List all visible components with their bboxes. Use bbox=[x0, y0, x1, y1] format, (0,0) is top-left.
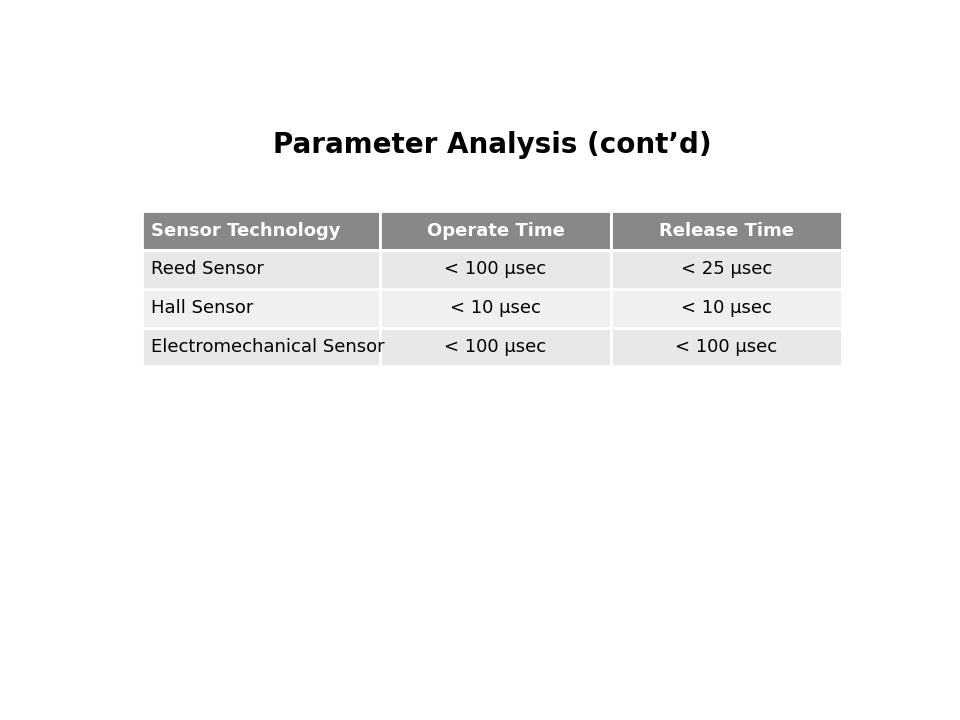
Bar bbox=[142, 328, 380, 366]
Text: Parameter Analysis (cont’d): Parameter Analysis (cont’d) bbox=[273, 130, 711, 158]
Text: Sensor Technology: Sensor Technology bbox=[152, 222, 341, 240]
Bar bbox=[380, 289, 611, 328]
Bar bbox=[380, 328, 611, 366]
Text: < 100 μsec: < 100 μsec bbox=[444, 338, 546, 356]
Bar bbox=[142, 289, 380, 328]
Bar bbox=[611, 211, 842, 250]
Bar bbox=[611, 250, 842, 289]
Text: < 100 μsec: < 100 μsec bbox=[675, 338, 778, 356]
Bar bbox=[611, 328, 842, 366]
Text: < 10 μsec: < 10 μsec bbox=[681, 300, 772, 317]
Text: < 10 μsec: < 10 μsec bbox=[450, 300, 540, 317]
Bar bbox=[380, 250, 611, 289]
Text: Electromechanical Sensor: Electromechanical Sensor bbox=[152, 338, 385, 356]
Text: Release Time: Release Time bbox=[659, 222, 794, 240]
Bar bbox=[142, 211, 380, 250]
Text: Operate Time: Operate Time bbox=[426, 222, 564, 240]
Text: < 100 μsec: < 100 μsec bbox=[444, 261, 546, 279]
Bar bbox=[142, 250, 380, 289]
Bar bbox=[380, 211, 611, 250]
Text: Hall Sensor: Hall Sensor bbox=[152, 300, 253, 317]
Text: Reed Sensor: Reed Sensor bbox=[152, 261, 264, 279]
Bar bbox=[611, 289, 842, 328]
Text: < 25 μsec: < 25 μsec bbox=[681, 261, 772, 279]
